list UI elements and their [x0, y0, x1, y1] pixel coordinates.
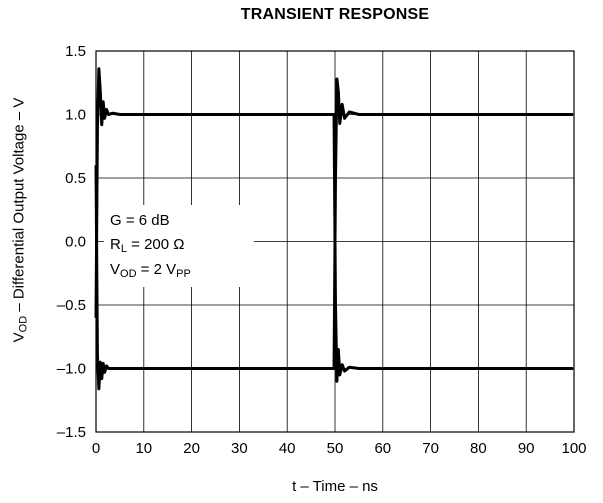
y-tick-label: 0.0 [65, 234, 86, 251]
annotation-gain: G = 6 dB [110, 212, 170, 229]
x-tick-label: 70 [422, 440, 439, 457]
y-tick-label: 0.5 [65, 170, 86, 187]
series-line-2 [94, 77, 574, 391]
y-tick-label: –0.5 [57, 297, 86, 314]
plot-frame [95, 50, 575, 433]
x-tick-label: 60 [374, 440, 391, 457]
x-axis-label: t – Time – ns [292, 478, 378, 495]
x-tick-label: 20 [183, 440, 200, 457]
chart-title: TRANSIENT RESPONSE [240, 6, 430, 23]
annotation-vod: VOD = 2 VPP [110, 261, 191, 280]
x-tick-label: 100 [561, 440, 586, 457]
annotation-box: G = 6 dB RL = 200 Ω VOD = 2 VPP [104, 205, 254, 287]
y-tick-label: 1.0 [65, 107, 86, 124]
x-tick-label: 30 [231, 440, 248, 457]
x-tick-label: 40 [279, 440, 296, 457]
y-tick-label: –1.0 [57, 361, 86, 378]
x-tick-label: 80 [470, 440, 487, 457]
x-tick-label: 0 [92, 440, 100, 457]
annotation-load: RL = 200 Ω [110, 236, 185, 255]
x-tick-label: 10 [135, 440, 152, 457]
y-tick-label: –1.5 [57, 424, 86, 441]
series-line-1 [94, 67, 574, 383]
y-tick-label: 1.5 [65, 43, 86, 60]
x-tick-label: 50 [327, 440, 344, 457]
x-tick-label: 90 [518, 440, 535, 457]
